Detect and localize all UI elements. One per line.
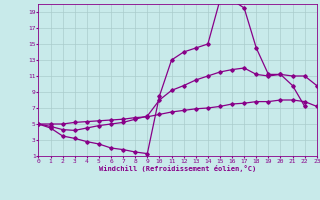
X-axis label: Windchill (Refroidissement éolien,°C): Windchill (Refroidissement éolien,°C): [99, 165, 256, 172]
